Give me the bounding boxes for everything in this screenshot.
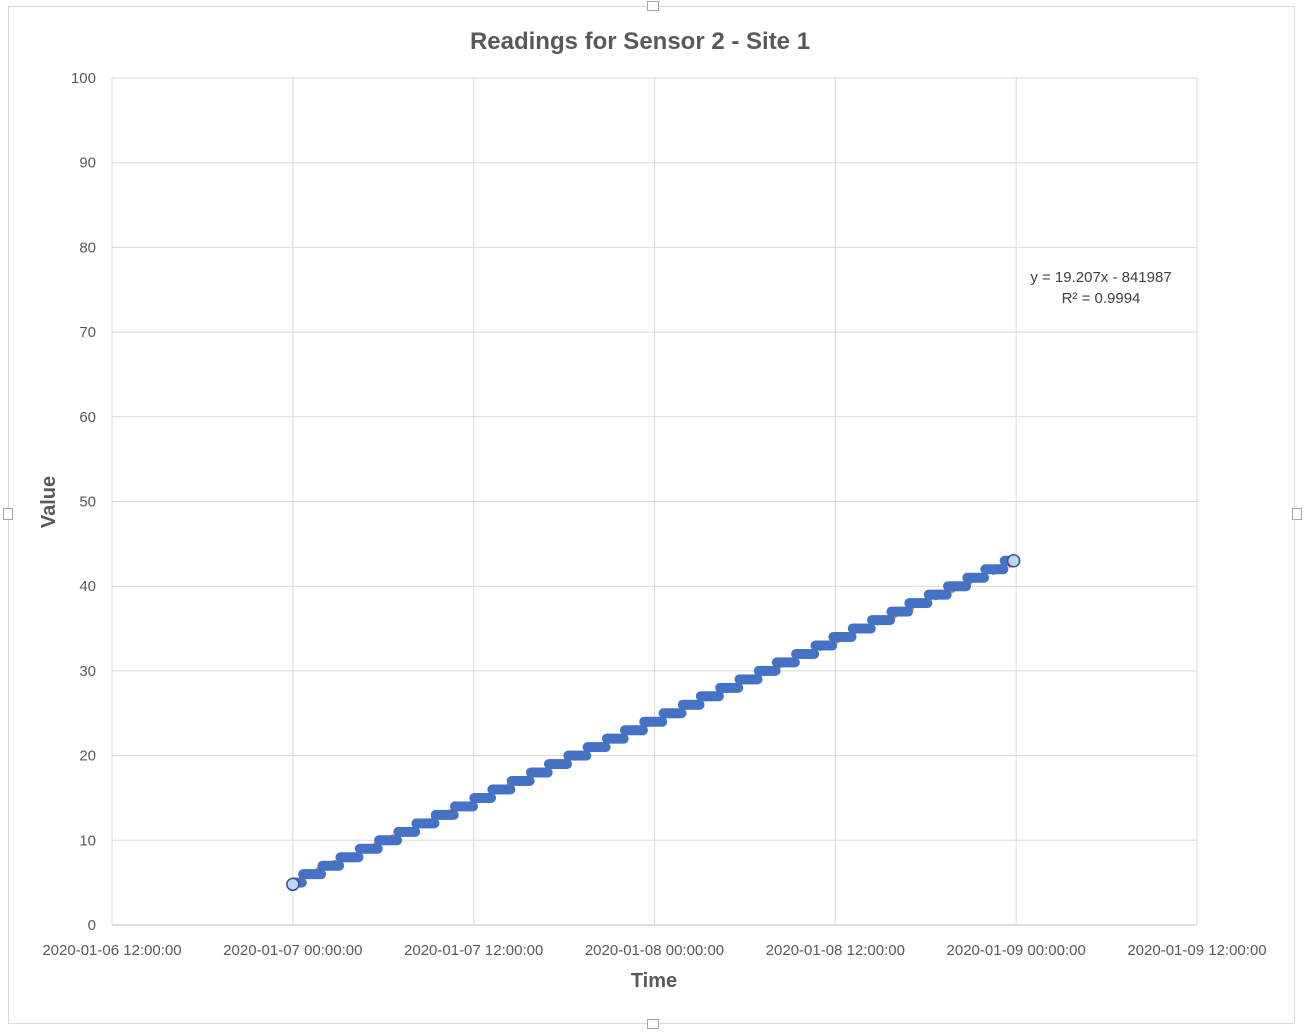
data-point xyxy=(524,776,535,787)
data-point xyxy=(789,657,800,668)
resize-handle-left[interactable] xyxy=(3,508,13,520)
resize-handle-bottom[interactable] xyxy=(647,1019,659,1029)
y-axis-title: Value xyxy=(38,476,60,528)
y-tick-labels: 0 10 20 30 40 50 60 70 80 90 100 xyxy=(71,70,96,934)
y-tick-label: 0 xyxy=(88,917,96,934)
y-tick-label: 40 xyxy=(79,578,96,595)
data-point xyxy=(676,708,687,719)
y-tick-label: 30 xyxy=(79,663,96,680)
data-point xyxy=(998,564,1009,575)
data-point xyxy=(316,869,327,880)
data-point xyxy=(486,792,497,803)
data-point xyxy=(410,826,421,837)
data-point xyxy=(618,733,629,744)
data-point xyxy=(903,606,914,617)
highlighted-points xyxy=(286,554,1021,892)
resize-handle-top[interactable] xyxy=(647,1,659,11)
y-tick-label: 60 xyxy=(79,409,96,426)
trendline-r-squared: R² = 0.9994 xyxy=(1062,290,1141,307)
data-point xyxy=(429,818,440,829)
y-tick-label: 100 xyxy=(71,70,96,87)
x-tick-labels: 2020-01-06 12:00:00 2020-01-07 00:00:00 20… xyxy=(42,942,1266,959)
x-tick-label: 2020-01-07 00:00:00 xyxy=(223,942,362,959)
resize-handle-right[interactable] xyxy=(1292,508,1302,520)
data-point xyxy=(961,581,972,592)
trendline-equation: y = 19.207x - 841987 xyxy=(1030,269,1171,286)
data-point xyxy=(448,809,459,820)
data-point xyxy=(713,691,724,702)
x-tick-label: 2020-01-09 12:00:00 xyxy=(1127,942,1266,959)
data-point xyxy=(846,632,857,643)
data-point xyxy=(581,750,592,761)
data-point xyxy=(979,572,990,583)
x-tick-label: 2020-01-06 12:00:00 xyxy=(42,942,181,959)
x-tick-label: 2020-01-08 00:00:00 xyxy=(585,942,724,959)
x-tick-label: 2020-01-09 00:00:00 xyxy=(947,942,1086,959)
data-point xyxy=(392,835,403,846)
data-point xyxy=(694,699,705,710)
x-tick-label: 2020-01-08 12:00:00 xyxy=(766,942,905,959)
data-point xyxy=(809,648,820,659)
y-tick-label: 50 xyxy=(79,494,96,511)
gridlines xyxy=(111,77,1198,926)
data-point xyxy=(562,759,572,770)
data-points xyxy=(287,555,1019,888)
data-point xyxy=(885,615,896,626)
data-point xyxy=(542,767,553,778)
data-point xyxy=(505,784,516,795)
data-point xyxy=(752,674,763,685)
highlighted-point xyxy=(1006,554,1021,568)
data-point xyxy=(733,682,744,693)
data-point xyxy=(865,623,876,634)
data-point xyxy=(334,860,345,871)
data-point xyxy=(353,852,364,863)
y-tick-label: 20 xyxy=(79,748,96,765)
y-tick-label: 70 xyxy=(79,324,96,341)
highlighted-point xyxy=(286,877,300,892)
data-point xyxy=(372,843,383,854)
data-point xyxy=(600,742,611,753)
data-point xyxy=(657,716,668,727)
chart-title: Readings for Sensor 2 - Site 1 xyxy=(470,28,810,55)
y-tick-label: 90 xyxy=(79,155,96,172)
data-point xyxy=(922,598,933,609)
data-point xyxy=(827,640,838,651)
x-axis-title: Time xyxy=(631,970,677,992)
data-point xyxy=(468,801,479,812)
y-tick-label: 80 xyxy=(79,239,96,256)
data-point xyxy=(637,725,648,736)
data-point xyxy=(770,665,781,676)
x-tick-label: 2020-01-07 12:00:00 xyxy=(404,942,543,959)
y-tick-label: 10 xyxy=(79,832,96,849)
data-point xyxy=(941,589,952,600)
